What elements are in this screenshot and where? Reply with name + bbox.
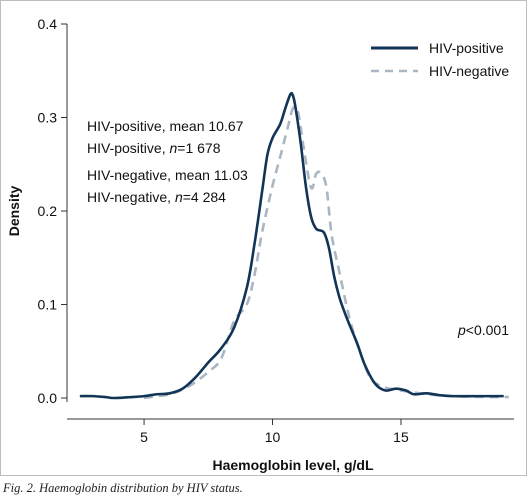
x-tick-label: 15 — [393, 429, 409, 445]
series-line-hiv-positive — [79, 91, 504, 400]
x-tick-label: 5 — [140, 429, 148, 445]
annotation-p-value: p<0.001 — [457, 322, 509, 338]
figure-caption: Fig. 2. Haemoglobin distribution by HIV … — [3, 481, 243, 495]
legend-label-hiv-positive: HIV-positive — [429, 40, 504, 56]
series-line-hiv-negative — [143, 105, 509, 400]
y-axis-title: Density — [6, 186, 22, 237]
density-chart: 0.0 0.1 0.2 0.3 0.4 5 10 15 HIV-positive, mean … — [6, 16, 514, 473]
y-tick-label: 0.2 — [38, 203, 58, 219]
x-tick-label: 10 — [265, 429, 281, 445]
annotation-hiv-positive-n: HIV-positive, n=1 678 — [87, 140, 221, 156]
legend: HIV-positive HIV-negative — [371, 40, 509, 79]
y-tick-label: 0.3 — [38, 110, 58, 126]
y-tick-label: 0.4 — [38, 16, 58, 32]
annotation-hiv-positive-mean: HIV-positive, mean 10.67 — [87, 118, 244, 134]
annotation-hiv-negative-mean: HIV-negative, mean 11.03 — [87, 167, 248, 183]
axes: 0.0 0.1 0.2 0.3 0.4 5 10 15 — [38, 16, 514, 445]
series-lines — [79, 91, 509, 400]
legend-label-hiv-negative: HIV-negative — [429, 63, 509, 79]
y-tick-label: 0.0 — [38, 390, 58, 406]
annotation-hiv-negative-n: HIV-negative, n=4 284 — [87, 189, 226, 205]
x-axis-title: Haemoglobin level, g/dL — [212, 457, 373, 473]
y-tick-label: 0.1 — [38, 297, 58, 313]
